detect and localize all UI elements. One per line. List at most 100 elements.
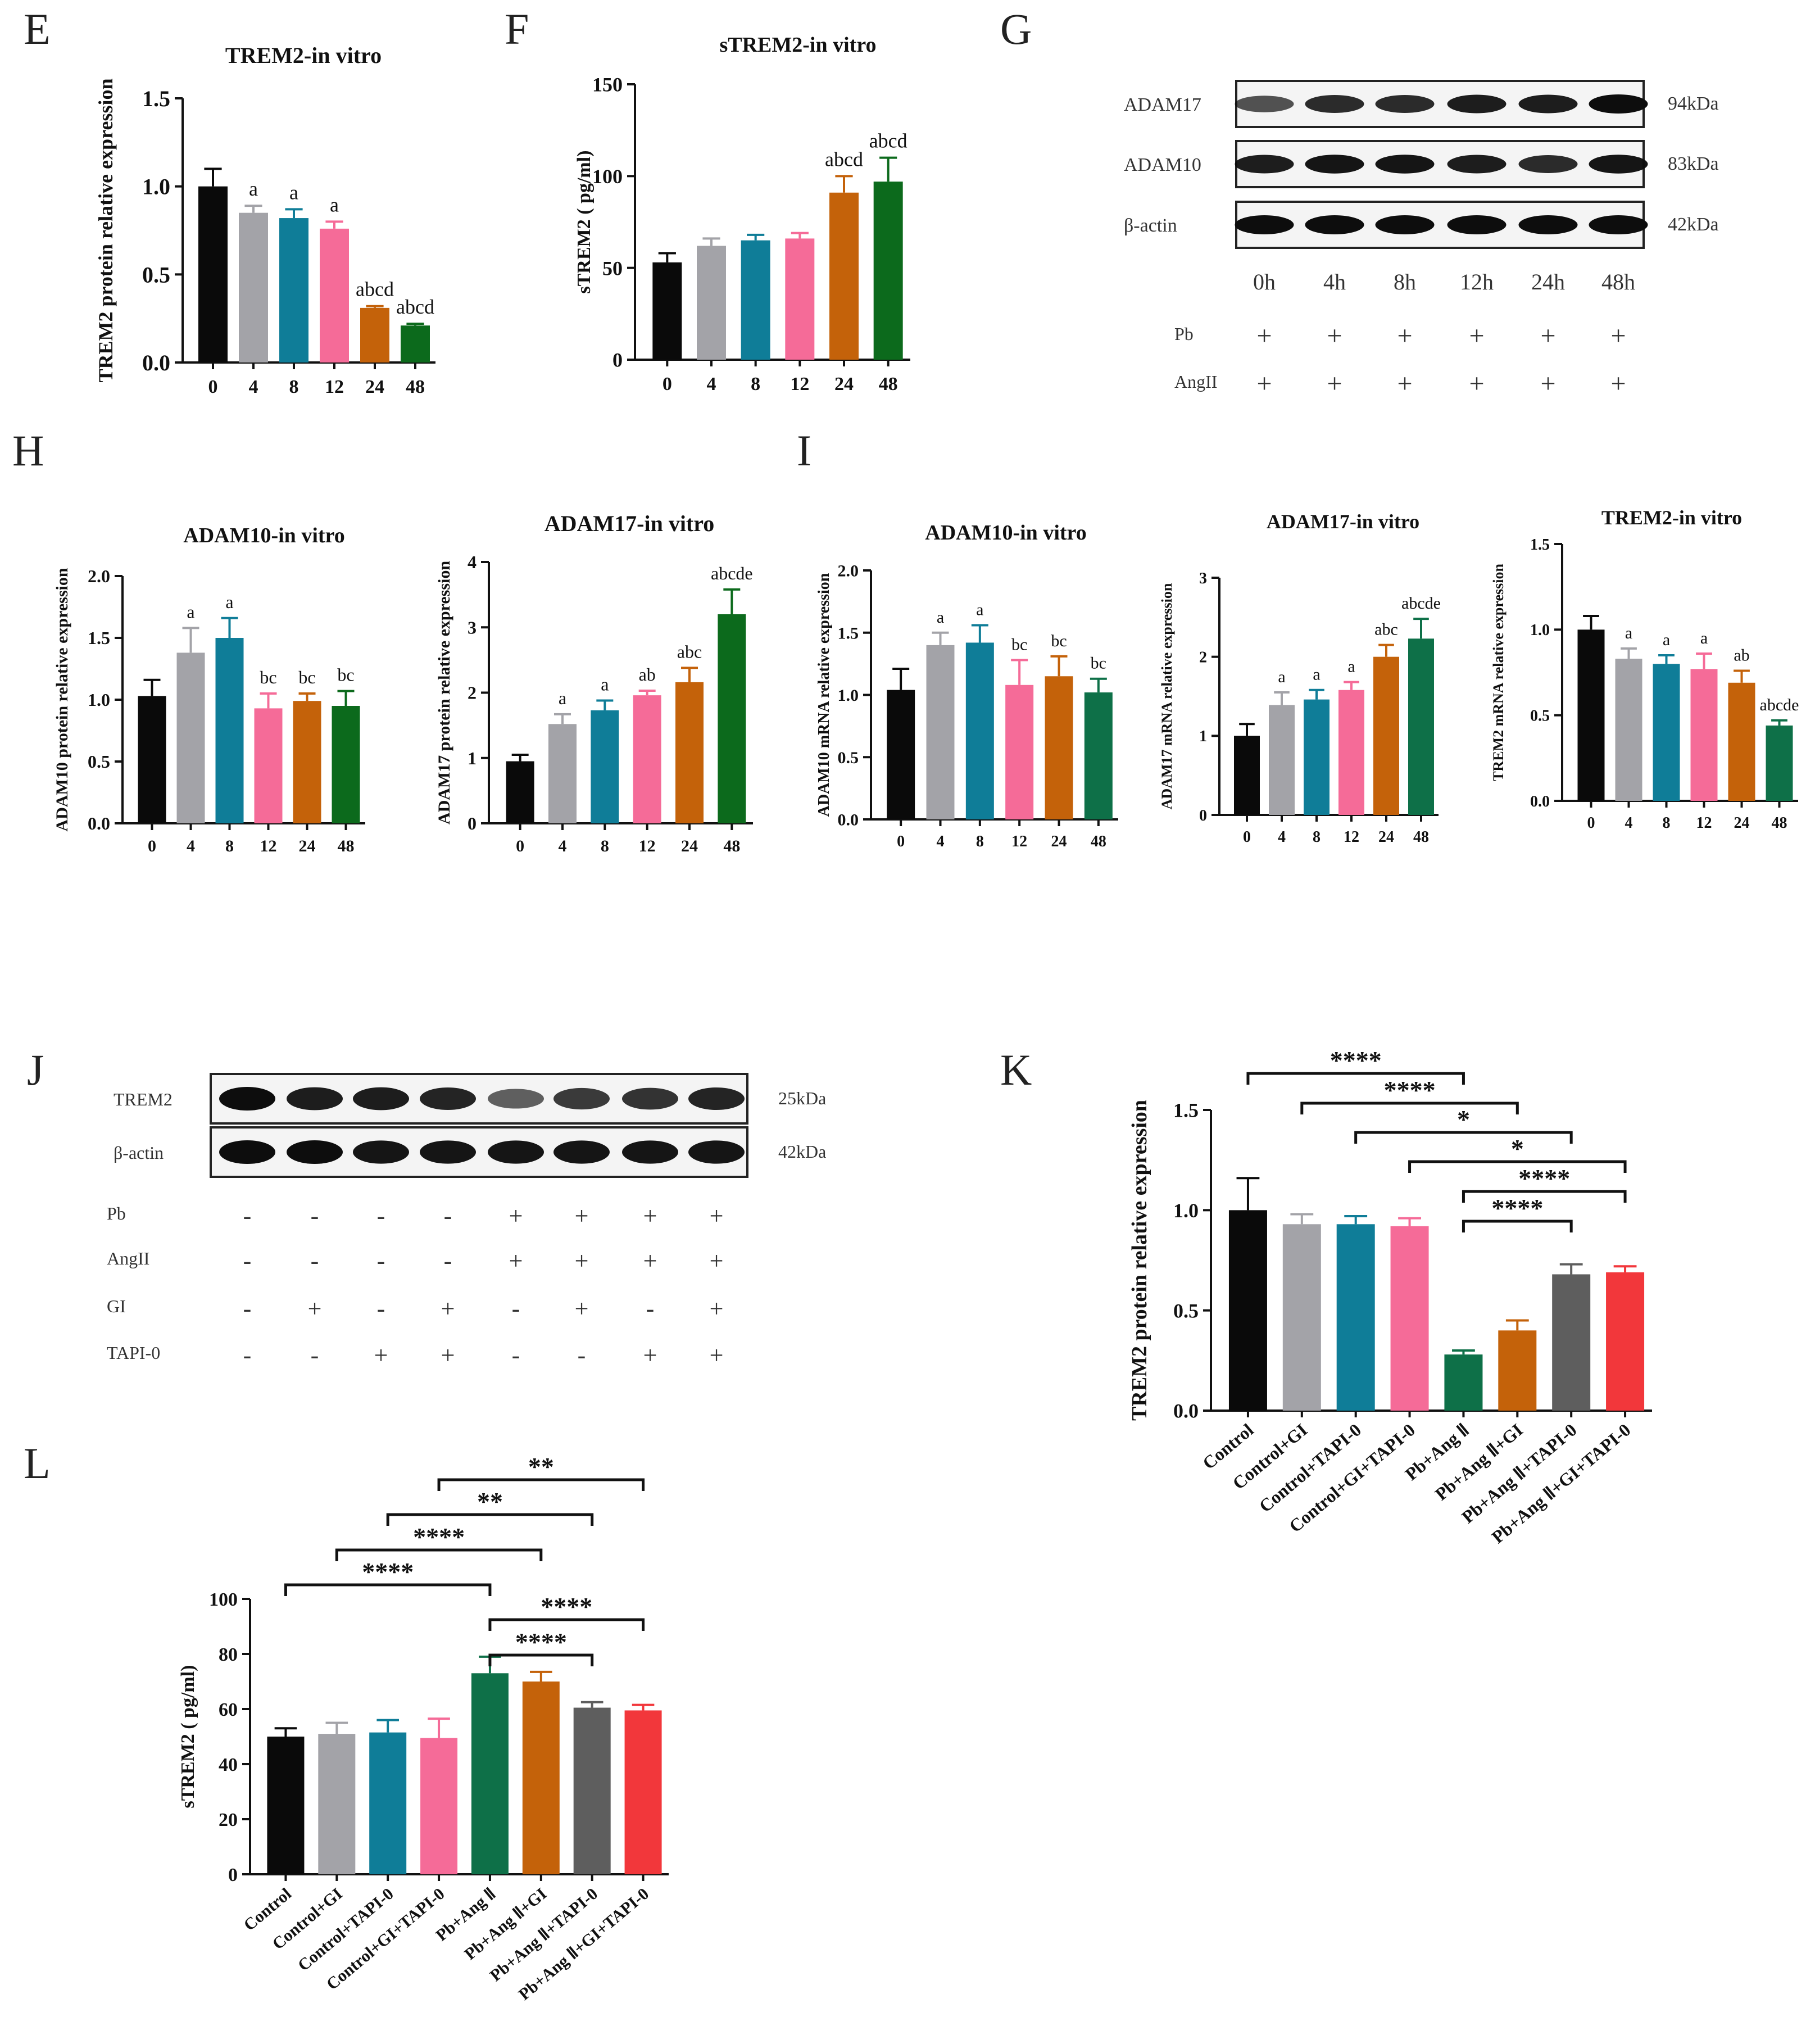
bar-h1-4	[293, 701, 321, 823]
treatment-sign: +	[1327, 321, 1342, 351]
blot-band	[1235, 155, 1294, 174]
blot-band	[287, 1140, 343, 1164]
blot-band	[420, 1140, 476, 1164]
x-tick-label: 4	[707, 374, 716, 395]
significance-stars: ****	[1491, 1194, 1543, 1222]
y-tick-label: 3	[1199, 570, 1207, 587]
treatment-label: Pb	[1174, 324, 1194, 344]
treatment-label: AngII	[107, 1248, 149, 1268]
x-tick-label: 24	[1734, 814, 1750, 832]
significance-letters: bc	[1091, 654, 1106, 673]
x-tick-label: 12	[325, 377, 344, 397]
y-tick-label: 20	[219, 1810, 238, 1830]
treatment-sign: +	[1540, 321, 1555, 351]
significance-letters: ab	[639, 664, 656, 685]
y-tick-label: 0.5	[142, 262, 170, 287]
blot-band	[622, 1087, 678, 1110]
significance-letters: a	[225, 592, 233, 612]
treatment-sign: +	[1610, 369, 1626, 398]
x-tick-label: 24	[681, 837, 698, 855]
treatment-sign: -	[377, 1202, 385, 1230]
y-tick-label: 1	[468, 748, 477, 768]
blot-row-label: β-actin	[114, 1143, 164, 1163]
significance-letters: bc	[260, 667, 276, 687]
significance-letters: a	[559, 688, 566, 708]
treatment-sign: +	[308, 1295, 322, 1322]
bar-e-0	[198, 186, 228, 362]
significance-letters: a	[601, 674, 609, 694]
x-tick-label: 8	[289, 377, 299, 397]
treatment-sign: +	[1469, 369, 1484, 398]
bar-i1-4	[1045, 676, 1073, 819]
blot-band	[1518, 94, 1578, 114]
molecular-weight-label: 25kDa	[778, 1088, 826, 1108]
y-tick-label: 1.5	[88, 628, 110, 648]
significance-letters: a	[937, 608, 944, 627]
bar-h1-1	[176, 652, 205, 823]
treatment-sign: -	[311, 1341, 319, 1369]
molecular-weight-label: 94kDa	[1668, 93, 1719, 114]
treatment-sign: +	[1256, 369, 1272, 398]
significance-stars: *	[1511, 1134, 1524, 1163]
bar-h1-0	[138, 696, 166, 823]
significance-letters: abcde	[711, 563, 753, 583]
blot-band	[688, 1087, 745, 1111]
blot-band	[488, 1140, 544, 1164]
treatment-sign: +	[441, 1341, 455, 1369]
comparison-bracket	[386, 1513, 594, 1526]
treatment-sign: +	[1397, 321, 1412, 351]
bar-l-6	[573, 1707, 611, 1874]
significance-letters: abc	[1374, 620, 1398, 639]
blot-band	[1518, 155, 1578, 173]
y-tick-label: 1.0	[1530, 622, 1550, 639]
chart-title: TREM2-in vitro	[225, 43, 382, 68]
y-tick-label: 0.0	[1530, 793, 1550, 810]
significance-letters: abcd	[396, 296, 434, 318]
bar-k-5	[1498, 1330, 1537, 1411]
treatment-sign: -	[311, 1247, 319, 1275]
bar-k-4	[1444, 1354, 1483, 1411]
bar-i3-5	[1766, 725, 1793, 801]
lane-label: 24h	[1531, 269, 1565, 294]
x-tick-label: 8	[751, 374, 760, 395]
treatment-sign: -	[377, 1295, 385, 1322]
blot-band	[1375, 215, 1435, 234]
treatment-sign: -	[646, 1295, 655, 1322]
bar-i3-1	[1615, 659, 1642, 801]
bar-i3-3	[1690, 669, 1718, 801]
bar-k-3	[1390, 1226, 1429, 1411]
treatment-sign: -	[512, 1341, 520, 1369]
significance-letters: a	[1625, 624, 1632, 642]
treatment-sign: +	[441, 1295, 455, 1322]
x-tick-label: 48	[1413, 828, 1429, 846]
treatment-sign: +	[575, 1202, 589, 1230]
panel-label-f: F	[505, 4, 529, 53]
blot-band	[219, 1087, 275, 1111]
significance-letters: a	[1700, 629, 1708, 647]
y-tick-label: 2	[1199, 649, 1207, 666]
molecular-weight-label: 83kDa	[1668, 153, 1719, 174]
chart-title: ADAM17-in vitro	[544, 511, 715, 536]
comparison-bracket	[1462, 1220, 1573, 1232]
y-tick-label: 50	[602, 257, 623, 279]
y-tick-label: 1	[1199, 728, 1207, 745]
blot-band	[1375, 155, 1435, 174]
significance-letters: bc	[337, 665, 354, 685]
bar-h2-2	[591, 710, 619, 823]
significance-stars: *	[1457, 1105, 1470, 1134]
y-axis-label: ADAM10 protein relative expression	[53, 568, 71, 831]
lane-label: 4h	[1323, 269, 1346, 294]
blot-band	[353, 1087, 409, 1111]
western-blot-j: TREM2 25kDa β-actin 42kDa Pb - - - - + + + + AngII - - -…	[107, 1073, 826, 1369]
y-tick-label: 0.5	[838, 749, 859, 767]
bar-i3-4	[1728, 682, 1755, 801]
molecular-weight-label: 42kDa	[1668, 214, 1719, 235]
x-tick-label: 0	[663, 374, 672, 395]
bar-f-1	[697, 246, 726, 360]
comparison-bracket	[1462, 1190, 1627, 1203]
y-tick-label: 40	[219, 1755, 238, 1775]
comparison-bracket	[1246, 1072, 1465, 1085]
x-tick-label: 12	[1344, 828, 1359, 846]
